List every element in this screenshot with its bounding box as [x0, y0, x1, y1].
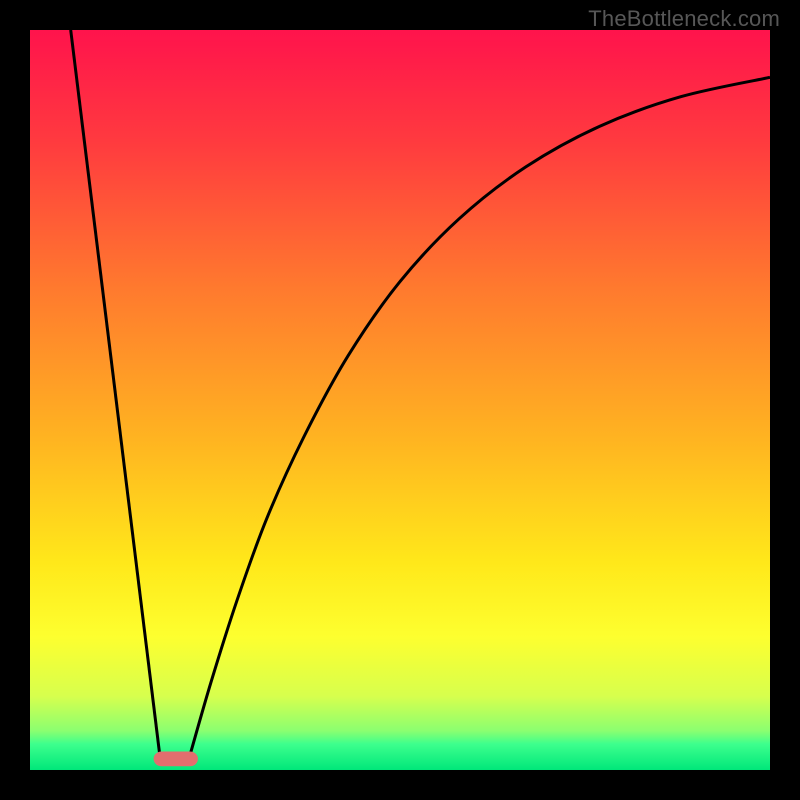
chart-svg: [30, 30, 770, 770]
watermark-text: TheBottleneck.com: [588, 6, 780, 32]
plot-area: [30, 30, 770, 770]
bottleneck-marker: [154, 752, 198, 767]
gradient-background: [30, 30, 770, 770]
chart-frame: TheBottleneck.com: [0, 0, 800, 800]
